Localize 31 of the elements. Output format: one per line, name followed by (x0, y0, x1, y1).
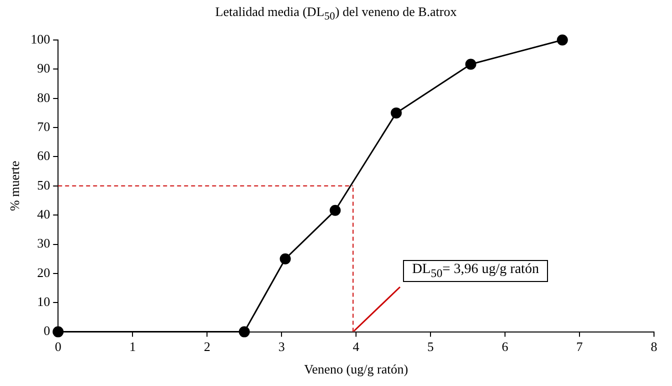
y-axis-title: % muerte (7, 160, 22, 211)
y-tick-label: 10 (37, 294, 50, 310)
point (238, 326, 250, 338)
y-tick-label: 0 (44, 323, 50, 338)
y-tick-label: 100 (30, 31, 50, 46)
x-tick-label: 2 (204, 339, 210, 354)
chart-title: Letalidad media (DL$_{50}$) del veneno de B.atrox (214, 4, 458, 23)
x-tick-label: 8 (650, 339, 658, 354)
x-tick-label: 3 (278, 339, 285, 354)
x-axis-title: Veneno (ug/g ratón) (304, 362, 408, 377)
y-tick-label: 40 (37, 206, 50, 222)
annotation: DL$_{50}$= 3,96 ug/g ratón (403, 260, 548, 282)
y-tick-label: 60 (37, 148, 50, 164)
x-tick-label: 6 (502, 339, 509, 354)
point (52, 326, 64, 338)
point (390, 107, 402, 118)
x-tick-label: 7 (576, 339, 584, 354)
point (556, 34, 568, 46)
y-tick-label: 20 (37, 264, 50, 280)
y-tick-label: 90 (37, 60, 50, 76)
y-tick-label: 50 (37, 177, 50, 192)
y-tick-label: 80 (37, 90, 50, 105)
point (330, 204, 341, 216)
y-tick-label: 30 (37, 236, 50, 251)
x-tick-label: 4 (352, 339, 360, 354)
point (465, 58, 476, 70)
x-tick-label: 1 (129, 339, 136, 354)
point (280, 253, 291, 264)
x-tick-label: 0 (54, 339, 62, 354)
y-tick-label: 70 (37, 118, 50, 134)
x-tick-label: 5 (427, 339, 434, 354)
